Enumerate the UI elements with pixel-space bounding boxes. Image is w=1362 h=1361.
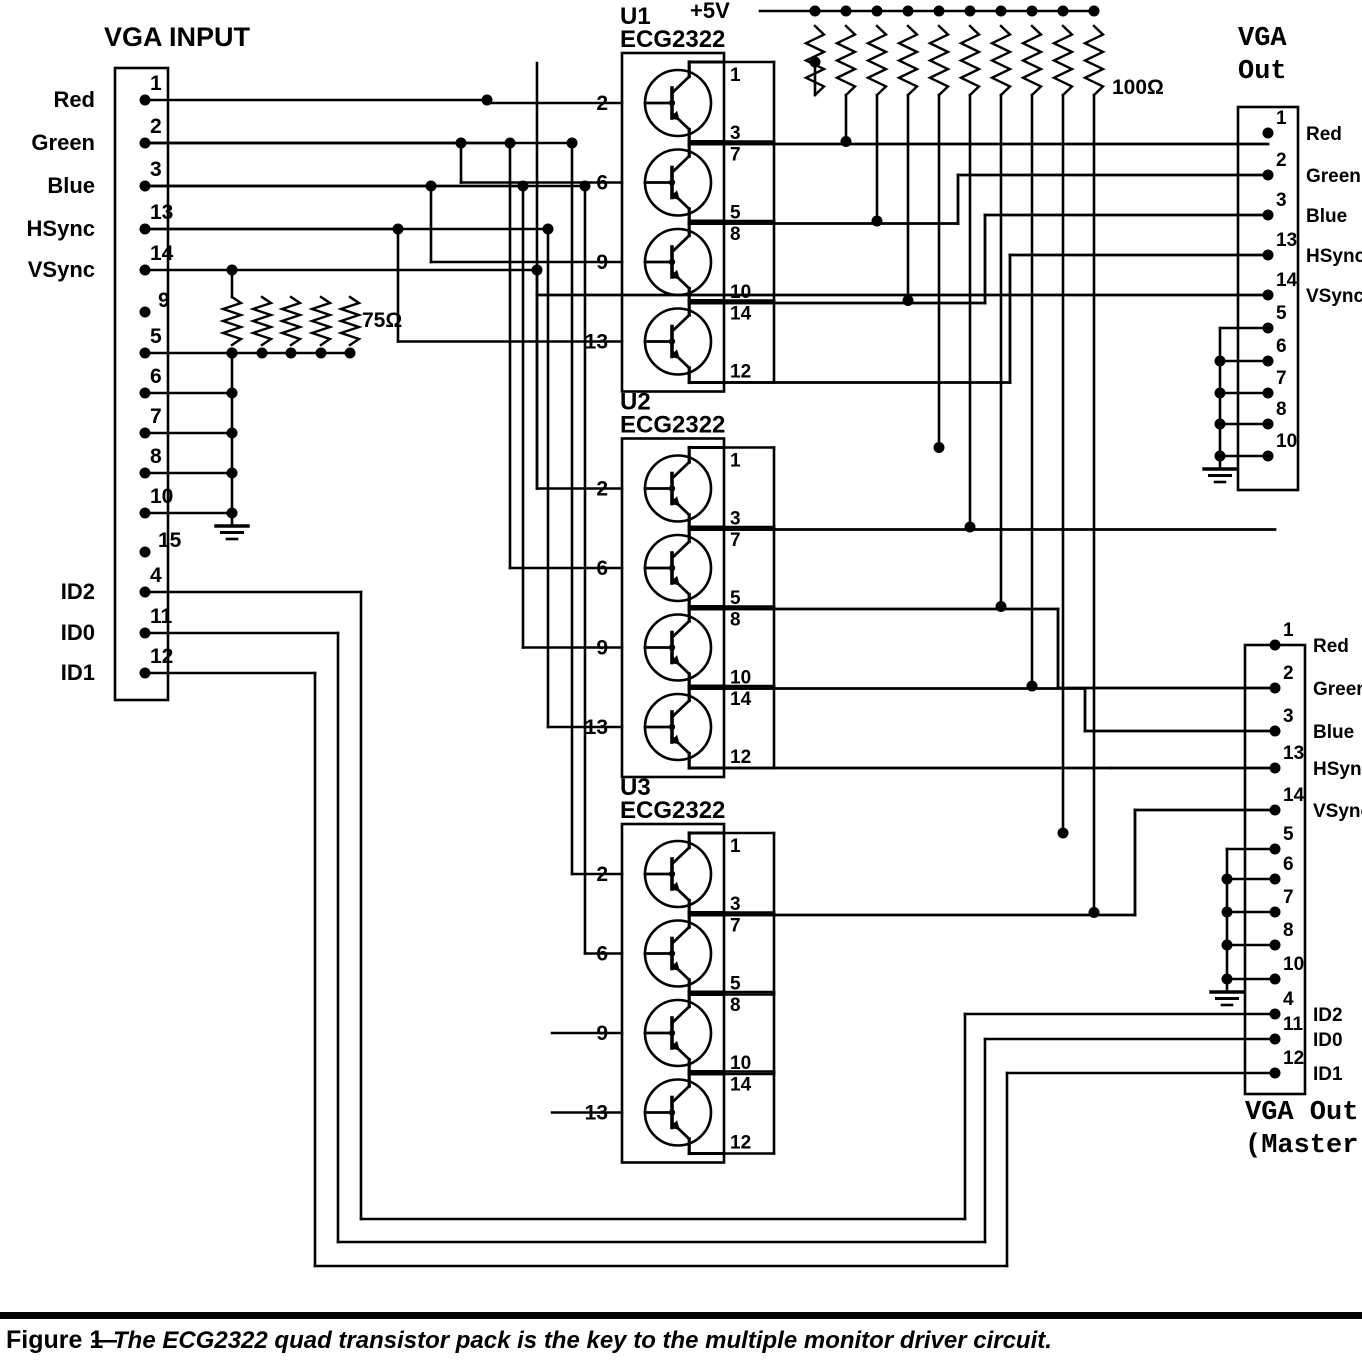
svg-text:12: 12: [150, 645, 173, 668]
svg-text:13: 13: [1276, 230, 1297, 251]
svg-text:7: 7: [730, 530, 741, 551]
svg-text:8: 8: [730, 224, 741, 245]
svg-text:7: 7: [730, 145, 741, 166]
svg-text:15: 15: [158, 529, 182, 552]
svg-text:Blue: Blue: [1313, 722, 1354, 743]
svg-text:5: 5: [1276, 303, 1287, 324]
svg-text:6: 6: [150, 365, 162, 388]
svg-text:+5V: +5V: [690, 0, 730, 23]
svg-text:Out: Out: [1238, 57, 1287, 87]
svg-text:14: 14: [730, 689, 752, 710]
svg-text:ECG2322: ECG2322: [620, 412, 725, 439]
svg-text:Green: Green: [31, 130, 95, 155]
svg-text:4: 4: [150, 564, 162, 587]
svg-text:Green: Green: [1313, 679, 1362, 700]
svg-text:14: 14: [730, 1075, 752, 1096]
svg-text:1: 1: [1283, 620, 1294, 641]
svg-text:Blue: Blue: [1306, 206, 1347, 227]
svg-text:(Master): (Master): [1245, 1131, 1362, 1161]
svg-text:11: 11: [150, 605, 173, 628]
svg-text:12: 12: [730, 747, 751, 768]
svg-text:Red: Red: [1313, 636, 1349, 657]
svg-text:6: 6: [1283, 854, 1294, 875]
svg-text:ECG2322: ECG2322: [620, 26, 725, 53]
svg-text:ID1: ID1: [61, 660, 95, 685]
svg-text:100Ω: 100Ω: [1112, 76, 1164, 99]
svg-text:14: 14: [730, 304, 752, 325]
svg-text:2: 2: [1276, 150, 1287, 171]
svg-text:Figure 1: Figure 1: [6, 1326, 103, 1354]
svg-text:5: 5: [1283, 824, 1294, 845]
svg-text:VSync: VSync: [28, 257, 95, 282]
svg-text:ID2: ID2: [61, 579, 95, 604]
svg-text:ID2: ID2: [1313, 1005, 1343, 1026]
svg-text:10: 10: [1276, 431, 1297, 452]
svg-text:9: 9: [158, 289, 170, 312]
svg-text:7: 7: [730, 916, 741, 937]
svg-text:VGA: VGA: [1238, 24, 1287, 54]
svg-text:10: 10: [150, 485, 173, 508]
svg-text:ECG2322: ECG2322: [620, 797, 725, 824]
svg-text:HSync: HSync: [27, 216, 95, 241]
svg-text:75Ω: 75Ω: [362, 309, 402, 332]
svg-text:12: 12: [1283, 1048, 1304, 1069]
svg-text:11: 11: [1283, 1014, 1304, 1035]
svg-text:8: 8: [730, 995, 741, 1016]
svg-text:HSync: HSync: [1313, 759, 1362, 780]
svg-text:14: 14: [1276, 270, 1298, 291]
svg-text:VSync: VSync: [1313, 801, 1362, 822]
svg-text:2: 2: [150, 115, 162, 138]
svg-text:VGA INPUT: VGA INPUT: [104, 22, 251, 52]
svg-text:13: 13: [1283, 743, 1304, 764]
svg-text:14: 14: [1283, 785, 1305, 806]
svg-text:Red: Red: [53, 87, 95, 112]
svg-text:VGA Out: VGA Out: [1245, 1098, 1358, 1128]
svg-text:2: 2: [1283, 663, 1294, 684]
svg-text:12: 12: [730, 1133, 751, 1154]
svg-text:10: 10: [1283, 954, 1304, 975]
svg-text:1: 1: [730, 451, 741, 472]
svg-text:7: 7: [150, 405, 162, 428]
svg-text:8: 8: [730, 610, 741, 631]
svg-text:1: 1: [730, 836, 741, 857]
svg-text:1: 1: [730, 65, 741, 86]
svg-text:ID1: ID1: [1313, 1064, 1343, 1085]
svg-text:3: 3: [1276, 190, 1287, 211]
svg-text:7: 7: [1283, 887, 1294, 908]
svg-text:6: 6: [1276, 336, 1287, 357]
svg-text:12: 12: [730, 362, 751, 383]
svg-text:13: 13: [150, 201, 173, 224]
svg-text:3: 3: [150, 158, 162, 181]
svg-text:ID0: ID0: [1313, 1030, 1343, 1051]
svg-text:8: 8: [1283, 920, 1294, 941]
svg-text:8: 8: [1276, 399, 1287, 420]
svg-text:1: 1: [1276, 108, 1287, 129]
svg-text:8: 8: [150, 445, 162, 468]
svg-text:4: 4: [1283, 989, 1294, 1010]
svg-text:VSync: VSync: [1306, 286, 1362, 307]
svg-text:3: 3: [1283, 706, 1294, 727]
svg-text:HSync: HSync: [1306, 246, 1362, 267]
svg-text:14: 14: [150, 242, 174, 265]
svg-text:7: 7: [1276, 368, 1287, 389]
svg-text:5: 5: [150, 325, 162, 348]
svg-text:ID0: ID0: [61, 620, 95, 645]
svg-text:1: 1: [150, 72, 162, 95]
svg-text:Red: Red: [1306, 124, 1342, 145]
svg-text:Green: Green: [1306, 166, 1361, 187]
svg-text:The ECG2322 quad transistor pa: The ECG2322 quad transistor pack is the …: [113, 1327, 1052, 1354]
svg-text:Blue: Blue: [47, 173, 95, 198]
